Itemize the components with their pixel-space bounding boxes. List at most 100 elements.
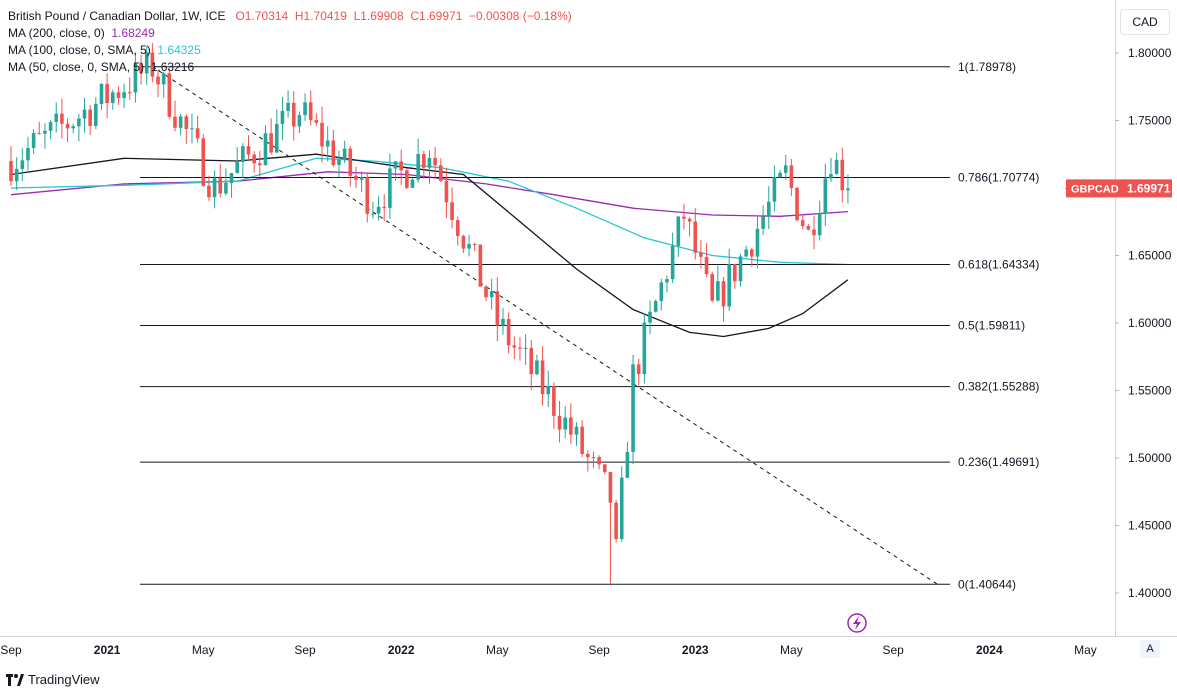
candle-up — [77, 118, 81, 127]
candle-up — [766, 201, 771, 217]
time-tick-label: May — [780, 643, 803, 657]
candle-up — [393, 161, 398, 169]
price-tick-label: 1.55000 — [1128, 384, 1172, 398]
candle-up — [280, 110, 285, 124]
candle-up — [286, 102, 290, 111]
candle-down — [195, 128, 200, 139]
candle-down — [433, 157, 437, 166]
candle-down — [308, 102, 313, 121]
price-tick-label: 1.40000 — [1128, 586, 1172, 600]
candle-down — [365, 177, 370, 214]
fib-level-label: 1(1.78978) — [958, 60, 1016, 74]
candle-down — [207, 185, 211, 198]
candle-up — [212, 178, 217, 198]
candle-down — [682, 216, 686, 219]
candle-down — [506, 318, 511, 346]
candle-up — [755, 228, 760, 257]
candle-down — [65, 123, 70, 129]
fib-level-label: 0.382(1.55288) — [958, 380, 1039, 394]
candle-up — [670, 245, 675, 280]
candle-down — [693, 221, 698, 253]
candle-up — [190, 128, 194, 130]
price-axis: 1.800001.750001.700001.650001.600001.550… — [1115, 46, 1172, 600]
candle-down — [721, 281, 726, 307]
candle-down — [602, 464, 607, 473]
price-tick-label: 1.45000 — [1128, 519, 1172, 533]
candle-up — [71, 126, 76, 129]
candle-down — [422, 154, 426, 168]
trendline — [152, 66, 939, 586]
candle-down — [795, 187, 799, 221]
time-axis: Sep 2021 May Sep 2022 May Sep 2023 May Sep 2024 May — [0, 643, 1096, 657]
candle-down — [812, 229, 816, 236]
auto-scale-button[interactable]: A — [1140, 640, 1160, 658]
time-tick-label: Sep — [883, 643, 905, 657]
candle-up — [99, 83, 104, 104]
candle-down — [472, 243, 477, 245]
candle-up — [31, 133, 36, 148]
ma200-label: MA (200, close, 0) — [8, 26, 105, 40]
candle-up — [642, 322, 647, 375]
symbol-title: British Pound / Canadian Dollar, 1W, ICE — [8, 9, 226, 23]
candle-up — [371, 213, 375, 215]
ma50-value: 1.63216 — [150, 60, 195, 74]
ma100-label: MA (100, close, 0, SMA, 5) — [8, 43, 151, 57]
candle-up — [178, 116, 183, 128]
candle-up — [427, 157, 432, 168]
candle-down — [806, 225, 811, 230]
candle-up — [523, 347, 528, 349]
ohlc-close: C1.69971 — [410, 9, 463, 23]
candle-up — [376, 206, 381, 214]
fib-level-label: 0.786(1.70774) — [958, 171, 1039, 185]
candle-up — [619, 477, 624, 540]
flash-icon-ring — [847, 613, 867, 633]
time-tick-label: May — [486, 643, 509, 657]
candle-down — [478, 244, 483, 287]
candle-up — [834, 159, 839, 175]
candles — [9, 42, 850, 585]
candle-up — [359, 177, 364, 180]
time-tick-label: 2022 — [388, 643, 415, 657]
price-tick-label: 1.60000 — [1128, 316, 1172, 330]
candle-up — [410, 179, 415, 188]
moving-averages — [10, 153, 849, 338]
candle-up — [303, 102, 307, 116]
candle-down — [173, 116, 177, 128]
candle-down — [495, 291, 500, 326]
currency-button[interactable]: CAD — [1120, 9, 1170, 35]
candle-up — [342, 148, 347, 160]
candle-down — [314, 120, 319, 123]
candle-down — [382, 206, 387, 208]
candle-down — [455, 220, 460, 236]
candle-up — [625, 451, 630, 478]
price-tick-label: 1.65000 — [1128, 249, 1172, 263]
chart-legend: British Pound / Canadian Dollar, 1W, ICE… — [8, 8, 572, 76]
candle-up — [501, 318, 505, 326]
last-price-badge — [1122, 179, 1172, 198]
candle-down — [291, 102, 296, 127]
candle-up — [716, 281, 720, 301]
grid — [0, 0, 1177, 637]
candle-up — [144, 52, 149, 74]
candle-down — [252, 154, 256, 164]
candle-up — [297, 115, 302, 127]
candle-down — [246, 146, 251, 155]
candle-down — [9, 161, 13, 182]
candle-up — [241, 146, 245, 162]
candle-down — [687, 218, 692, 222]
candle-down — [484, 286, 488, 298]
candle-down — [201, 138, 206, 186]
candle-up — [563, 417, 567, 430]
footer[interactable]: TradingView — [6, 672, 100, 687]
candle-down — [444, 180, 449, 203]
time-tick-label: 2021 — [94, 643, 121, 657]
candle-down — [438, 165, 443, 181]
candle-down — [580, 426, 584, 454]
candle-up — [388, 168, 392, 208]
candle-up — [325, 140, 330, 147]
candle-up — [738, 256, 743, 282]
candle-up — [224, 182, 228, 194]
candle-down — [139, 63, 143, 74]
candle-up — [817, 213, 822, 236]
